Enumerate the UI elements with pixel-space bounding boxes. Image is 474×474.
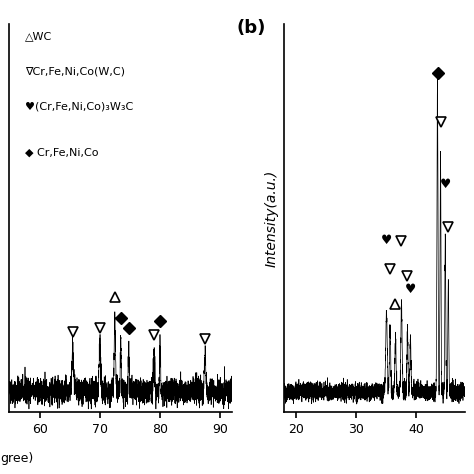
Text: △WC: △WC bbox=[25, 31, 52, 41]
Text: ◆ Cr,Fe,Ni,Co: ◆ Cr,Fe,Ni,Co bbox=[25, 148, 99, 158]
Text: gree): gree) bbox=[0, 452, 33, 465]
Text: ♥: ♥ bbox=[440, 178, 451, 191]
Text: ♥(Cr,Fe,Ni,Co)₃W₃C: ♥(Cr,Fe,Ni,Co)₃W₃C bbox=[25, 101, 133, 111]
Text: ∇Cr,Fe,Ni,Co(W,C): ∇Cr,Fe,Ni,Co(W,C) bbox=[25, 66, 125, 76]
Text: ♥: ♥ bbox=[381, 234, 392, 247]
Y-axis label: Intensity(a.u.): Intensity(a.u.) bbox=[265, 169, 279, 267]
Text: ♥: ♥ bbox=[405, 283, 416, 296]
Text: (b): (b) bbox=[237, 19, 266, 37]
